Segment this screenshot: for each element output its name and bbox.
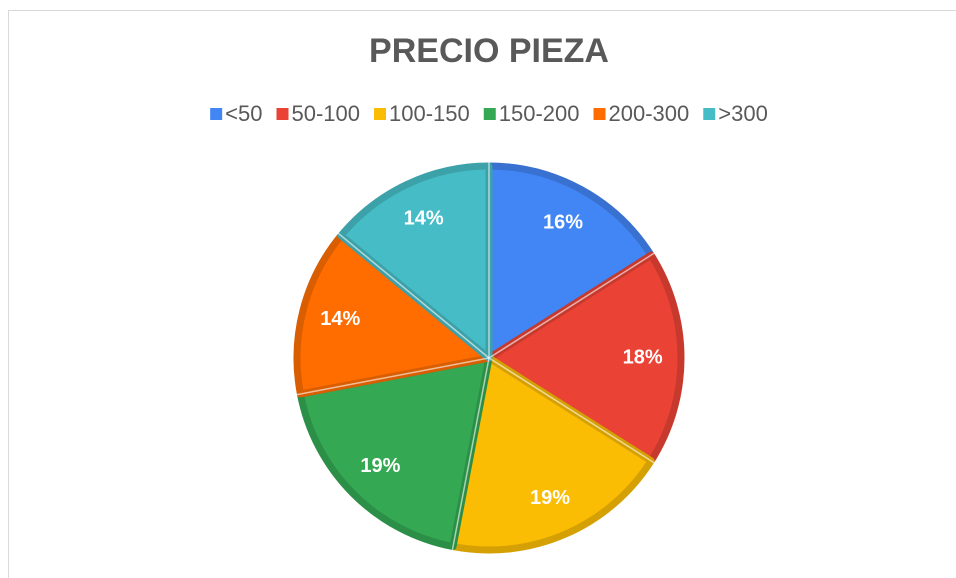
legend-label: <50 [225, 101, 262, 126]
legend-label: 150-200 [499, 101, 580, 126]
pie-slice [485, 162, 655, 362]
slice-separator [296, 357, 490, 396]
chart-title: PRECIO PIEZA [369, 32, 609, 70]
legend-swatch [276, 108, 289, 120]
legend-swatch [703, 108, 716, 120]
slice-separator [451, 357, 490, 551]
pie-slice [485, 251, 685, 465]
pie-slice [449, 354, 655, 554]
pie-slice [337, 162, 493, 362]
data-label: 14% [320, 308, 360, 330]
legend-swatch [374, 108, 387, 120]
legend-swatch [483, 108, 496, 120]
slice-separator [337, 232, 490, 359]
slice-separator [488, 252, 655, 359]
data-label: 18% [623, 346, 663, 368]
data-label: 16% [543, 212, 583, 234]
legend-swatch [210, 108, 223, 120]
data-label: 19% [360, 455, 400, 477]
slice-separator [488, 357, 655, 464]
legend-label: 100-150 [389, 101, 470, 126]
legend-swatch [593, 108, 606, 120]
data-label: 19% [530, 487, 570, 509]
legend-label: >300 [718, 101, 768, 126]
pie-slice [293, 232, 493, 398]
legend-label: 50-100 [292, 101, 361, 126]
pie-slice [296, 354, 493, 551]
data-label: 14% [404, 207, 444, 229]
legend-label: 200-300 [609, 101, 690, 126]
